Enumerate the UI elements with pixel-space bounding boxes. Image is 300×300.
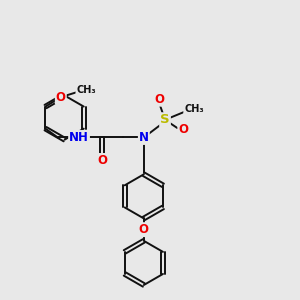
Text: S: S [160,113,170,126]
Text: O: O [139,223,149,236]
Text: NH: NH [69,131,89,144]
Text: N: N [139,131,149,144]
Text: O: O [56,91,66,103]
Text: O: O [155,93,165,106]
Text: CH₃: CH₃ [76,85,96,95]
Text: O: O [97,154,107,167]
Text: CH₃: CH₃ [184,104,204,114]
Text: O: O [178,123,188,136]
